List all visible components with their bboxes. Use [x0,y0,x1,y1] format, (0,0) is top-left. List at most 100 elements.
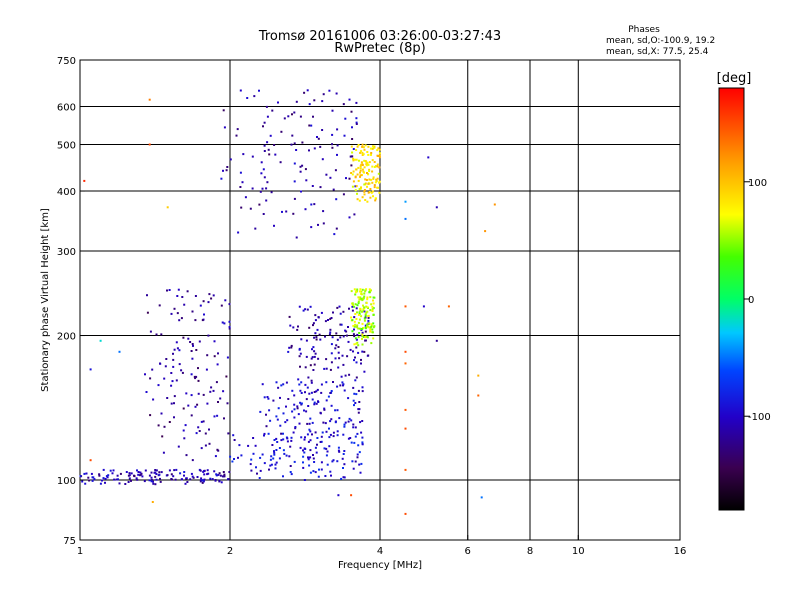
echo-point [171,478,173,481]
echo-point [220,304,223,307]
echo-point [251,187,254,190]
echo-point [330,317,333,319]
echo-point [351,155,354,158]
echo-point [282,449,285,452]
echo-point [320,391,323,394]
echo-point [170,312,173,315]
echo-point [154,475,157,478]
echo-point [223,322,226,325]
echo-point [316,437,319,439]
echo-point [219,397,222,400]
echo-point [302,466,305,469]
echo-point [175,379,178,382]
echo-point [317,400,319,403]
echo-point [266,181,269,184]
echo-point [330,352,333,355]
echo-point [364,324,367,327]
echo-point [366,185,368,188]
y-tick-label: 300 [57,247,76,258]
echo-point [98,474,101,477]
echo-point [335,198,338,201]
x-tick-label: 16 [674,546,687,557]
echo-point [354,293,357,296]
echo-point [184,424,187,427]
echo-point [354,426,357,429]
echo-point [327,395,330,398]
echo-point [200,420,203,423]
echo-point [198,340,201,343]
echo-point [324,320,327,323]
echo-point [362,304,364,307]
echo-point [312,324,314,327]
echo-point [359,174,362,177]
echo-point [320,440,323,443]
echo-point [259,190,262,193]
echo-point [365,305,368,308]
echo-point [364,178,367,181]
echo-point [196,476,199,478]
echo-point [373,184,376,187]
echo-point [363,190,366,193]
echo-point [305,179,308,182]
echo-point [239,171,242,174]
echo-point [225,375,228,378]
echo-point [285,210,288,213]
echo-point [306,386,309,389]
echo-point [361,196,364,199]
echo-point [193,375,196,378]
echo-point [366,323,369,326]
echo-point [364,336,367,339]
echo-point [263,432,266,435]
echo-point [319,441,322,443]
echo-point [281,210,283,213]
echo-point [363,171,365,174]
echo-point [215,473,218,476]
echo-point [211,478,214,481]
echo-point [360,328,363,330]
echo-point [368,168,371,171]
echo-point [166,397,169,399]
echo-point [241,181,244,184]
echo-point [372,322,375,325]
echo-point [311,398,314,401]
echo-point [170,473,173,476]
echo-point [347,397,350,400]
echo-point [354,323,357,326]
echo-point [331,143,333,146]
echo-point [354,158,356,161]
echo-point [309,305,312,308]
echo-point [307,376,310,379]
echo-point [361,333,364,336]
echo-point [168,421,171,423]
echo-point [378,152,381,155]
echo-point [150,478,153,481]
echo-point [157,384,160,387]
echo-point [252,437,255,439]
echo-point [274,153,277,156]
echo-point [268,409,271,412]
echo-point [336,338,339,341]
echo-point [172,365,175,368]
echo-point [354,356,356,359]
echo-point [284,421,287,424]
echo-point [269,419,272,422]
x-axis-ticks: 1 2 4 6 8 10 16 [77,535,687,557]
echo-point [375,178,378,181]
echo-point [360,186,362,189]
echo-point [175,341,178,344]
echo-point [180,478,183,481]
echo-point [273,439,276,441]
echo-point [355,318,358,320]
echo-point [313,355,316,358]
echo-point [279,424,282,427]
echo-point [367,316,370,319]
echo-point [220,481,223,484]
echo-point [329,433,332,436]
isolated-echo-point [89,368,92,371]
echo-point [359,175,361,178]
echo-point [352,467,355,470]
echo-point [314,352,317,355]
echo-point [119,472,122,475]
echo-point [310,379,313,382]
echo-point [342,103,345,106]
